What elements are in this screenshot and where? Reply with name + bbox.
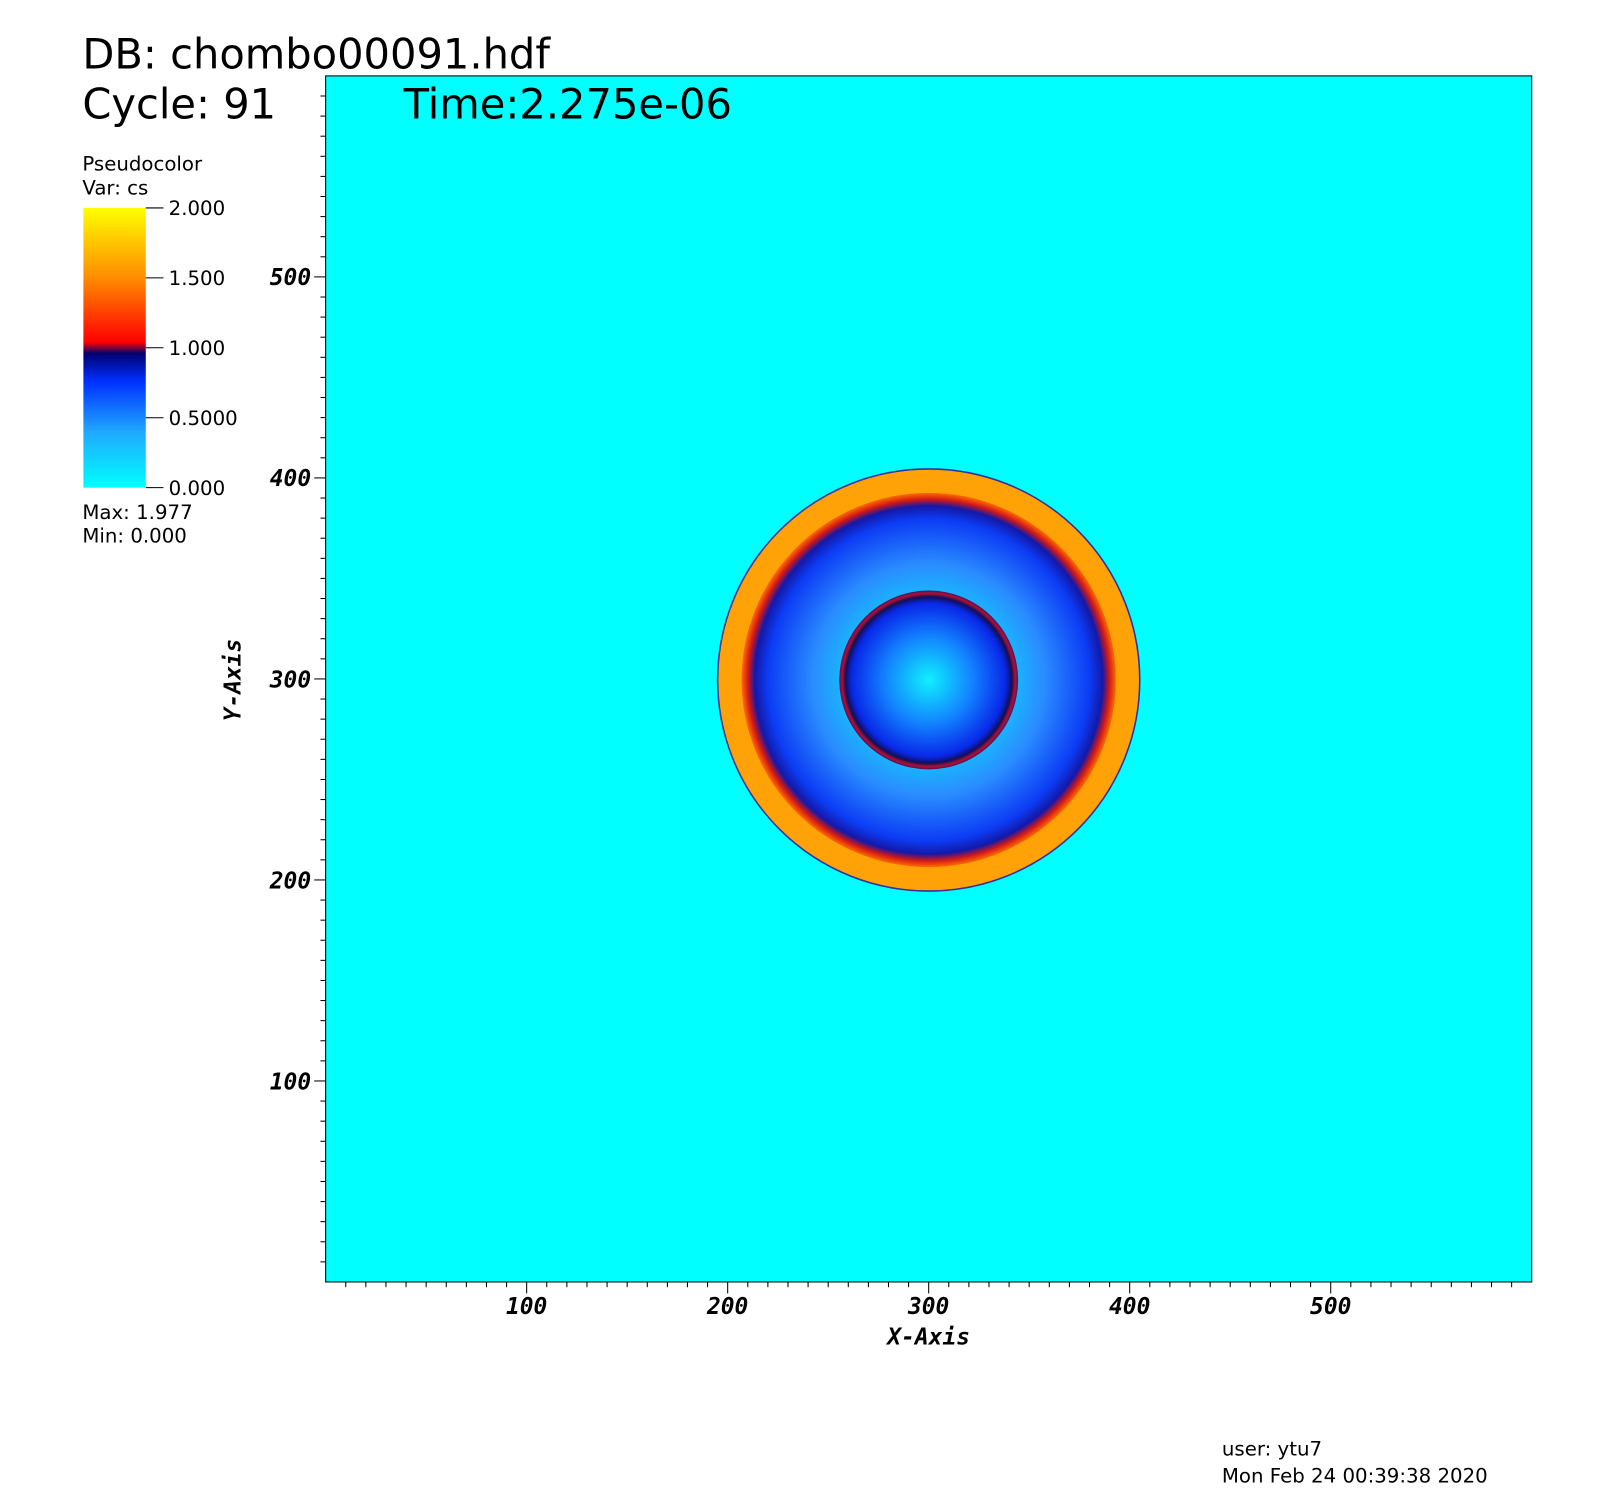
y-tick-label: 100 [270,1069,311,1095]
legend-min: Min: 0.000 [82,525,187,548]
colorbar-tick-label: 0.000 [169,477,226,500]
x-tick-label: 400 [1109,1294,1150,1320]
colorbar [83,207,146,488]
legend-title: Pseudocolor [82,153,203,176]
y-tick-label: 300 [269,667,311,693]
colorbar-tick-label: 1.000 [169,337,226,360]
colorbar-tick-label: 1.500 [169,267,226,290]
legend-var: Var: cs [82,176,148,199]
inner-core [839,590,1019,770]
x-tick-label: 500 [1310,1294,1351,1320]
y-tick-label: 200 [269,868,311,894]
y-tick-label: 500 [270,265,311,291]
cycle: Cycle: 91 [82,80,276,129]
date: Mon Feb 24 00:39:38 2020 [1222,1465,1488,1488]
colorbar-tick-label: 2.000 [169,197,226,220]
legend-max: Max: 1.977 [82,501,192,524]
colorbar-tick-label: 0.5000 [169,407,238,430]
x-tick-label: 300 [907,1294,949,1320]
y-axis-label: Y-Axis [220,639,246,722]
x-tick-label: 200 [706,1294,748,1320]
db-name: DB: chombo00091.hdf [82,30,551,79]
y-tick-label: 400 [270,466,311,492]
x-axis-label: X-Axis [885,1324,970,1350]
x-tick-label: 100 [506,1294,547,1320]
user: user: ytu7 [1222,1438,1322,1461]
time: Time:2.275e-06 [403,80,732,129]
